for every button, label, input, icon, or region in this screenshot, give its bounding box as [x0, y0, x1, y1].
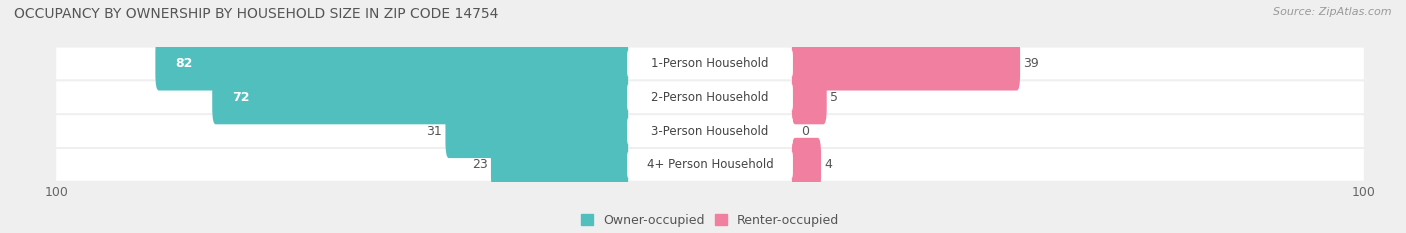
FancyBboxPatch shape [792, 70, 827, 124]
Text: 23: 23 [472, 158, 488, 171]
Text: 0: 0 [801, 125, 810, 137]
FancyBboxPatch shape [491, 138, 628, 192]
FancyBboxPatch shape [792, 36, 1021, 91]
FancyBboxPatch shape [792, 138, 821, 192]
Text: 31: 31 [426, 125, 441, 137]
FancyBboxPatch shape [56, 48, 1364, 79]
Text: 4: 4 [824, 158, 832, 171]
FancyBboxPatch shape [627, 84, 793, 110]
FancyBboxPatch shape [627, 118, 793, 144]
FancyBboxPatch shape [56, 81, 1364, 113]
Text: 1-Person Household: 1-Person Household [651, 57, 769, 70]
FancyBboxPatch shape [627, 152, 793, 178]
Legend: Owner-occupied, Renter-occupied: Owner-occupied, Renter-occupied [581, 214, 839, 227]
Text: Source: ZipAtlas.com: Source: ZipAtlas.com [1274, 7, 1392, 17]
Text: 39: 39 [1024, 57, 1039, 70]
Text: OCCUPANCY BY OWNERSHIP BY HOUSEHOLD SIZE IN ZIP CODE 14754: OCCUPANCY BY OWNERSHIP BY HOUSEHOLD SIZE… [14, 7, 499, 21]
Text: 2-Person Household: 2-Person Household [651, 91, 769, 104]
Text: 4+ Person Household: 4+ Person Household [647, 158, 773, 171]
Text: 82: 82 [174, 57, 193, 70]
FancyBboxPatch shape [56, 149, 1364, 181]
Text: 72: 72 [232, 91, 249, 104]
FancyBboxPatch shape [56, 115, 1364, 147]
Text: 5: 5 [830, 91, 838, 104]
FancyBboxPatch shape [446, 104, 628, 158]
Text: 3-Person Household: 3-Person Household [651, 125, 769, 137]
FancyBboxPatch shape [627, 50, 793, 77]
FancyBboxPatch shape [212, 70, 628, 124]
FancyBboxPatch shape [155, 36, 628, 91]
